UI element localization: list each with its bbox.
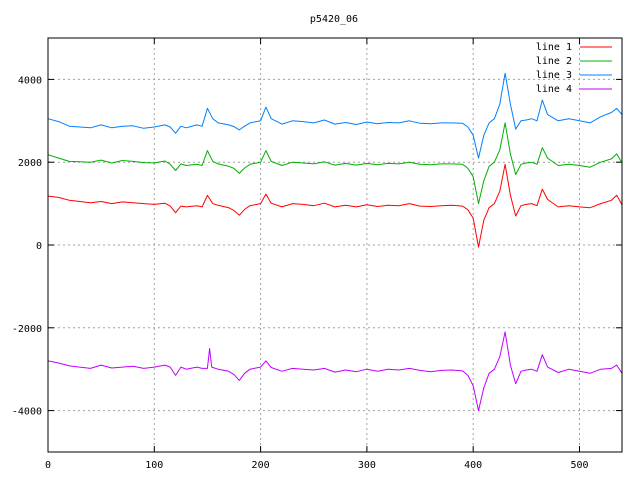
series-line-3 [47, 72, 623, 159]
series-line-2 [47, 122, 623, 205]
legend-label-4: line 4 [536, 84, 572, 95]
y-tick-label: -2000 [12, 324, 42, 335]
legend-label-3: line 3 [536, 70, 572, 81]
x-tick-label: 400 [464, 460, 482, 471]
x-tick-label: 500 [570, 460, 588, 471]
legend: line 1 line 2 line 3 line 4 [536, 42, 612, 95]
x-tick-label: 200 [252, 460, 270, 471]
legend-label-2: line 2 [536, 56, 572, 67]
legend-label-1: line 1 [536, 42, 572, 53]
chart-title: p5420_06 [310, 14, 358, 25]
ticks: 0 100 200 300 400 500 -4000 -2000 0 2000 4000 [12, 38, 622, 471]
x-tick-label: 300 [358, 460, 376, 471]
x-tick-label: 100 [145, 460, 163, 471]
y-tick-label: -4000 [12, 407, 42, 418]
x-tick-label: 0 [45, 460, 51, 471]
plot-frame [47, 37, 623, 453]
series-line-1 [47, 163, 623, 248]
y-tick-label: 2000 [18, 158, 42, 169]
y-tick-label: 4000 [18, 75, 42, 86]
series-line-4 [47, 331, 623, 412]
series-group [47, 72, 623, 412]
grid [48, 38, 622, 452]
y-tick-label: 0 [36, 241, 42, 252]
